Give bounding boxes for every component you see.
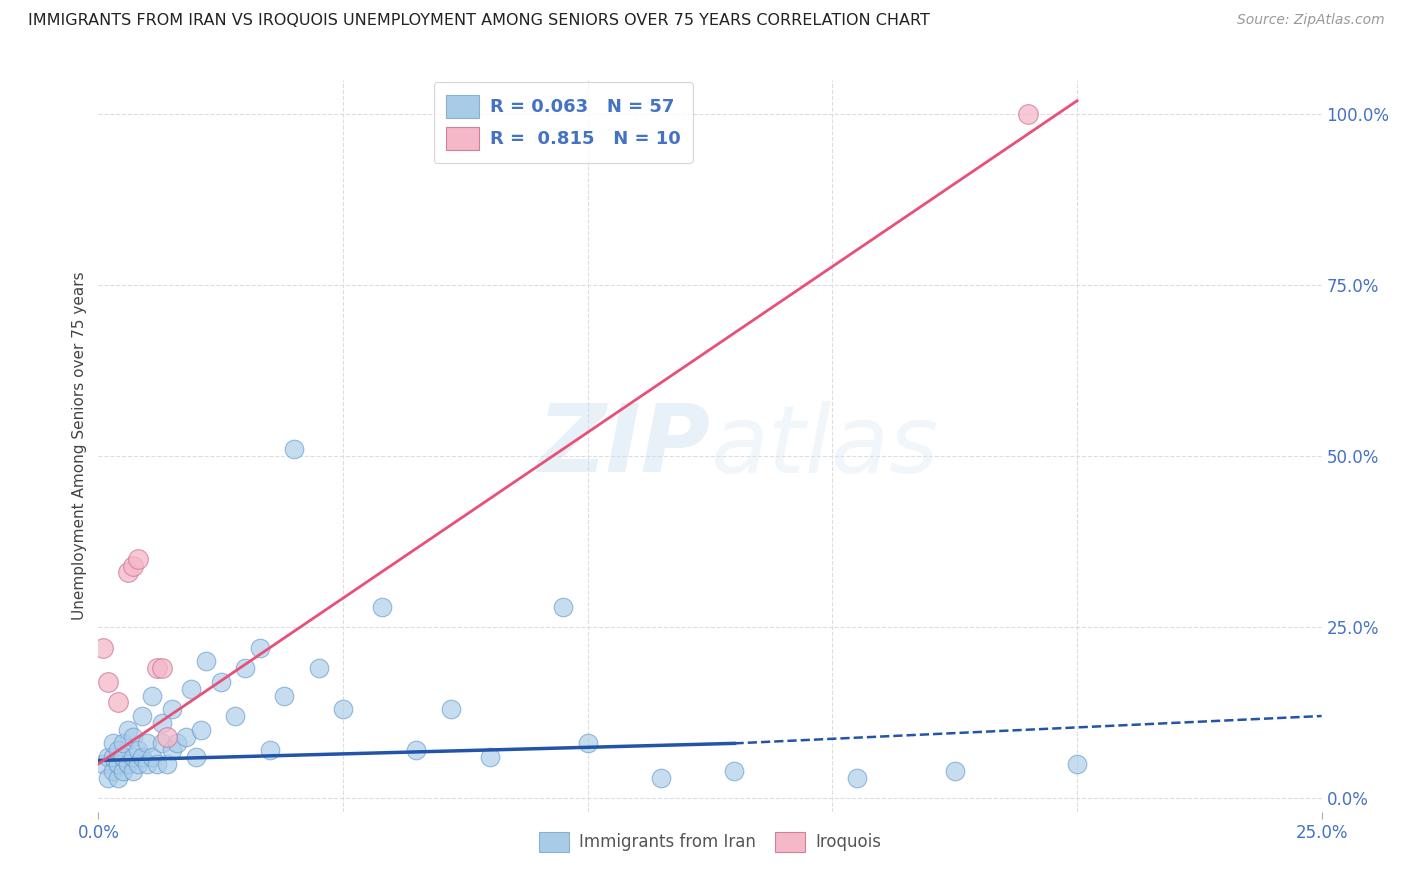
Point bbox=[553, 599, 575, 614]
Point bbox=[111, 736, 134, 750]
Point bbox=[97, 771, 120, 785]
Point bbox=[190, 723, 212, 737]
Point bbox=[249, 640, 271, 655]
Point bbox=[117, 723, 139, 737]
Point bbox=[576, 736, 599, 750]
Point bbox=[1066, 756, 1088, 771]
Point bbox=[91, 756, 114, 771]
Text: Source: ZipAtlas.com: Source: ZipAtlas.com bbox=[1237, 13, 1385, 28]
Point bbox=[150, 736, 173, 750]
Point bbox=[117, 566, 139, 580]
Point bbox=[136, 736, 159, 750]
Point bbox=[160, 702, 183, 716]
Point bbox=[127, 756, 149, 771]
Point bbox=[308, 661, 330, 675]
Point bbox=[283, 442, 305, 457]
Point bbox=[97, 674, 120, 689]
Point bbox=[141, 689, 163, 703]
Point bbox=[101, 764, 124, 778]
Point bbox=[1017, 107, 1039, 121]
Point bbox=[224, 709, 246, 723]
Y-axis label: Unemployment Among Seniors over 75 years: Unemployment Among Seniors over 75 years bbox=[72, 272, 87, 620]
Point bbox=[107, 771, 129, 785]
Point bbox=[91, 640, 114, 655]
Point bbox=[150, 715, 173, 730]
Point bbox=[146, 756, 169, 771]
Point bbox=[101, 736, 124, 750]
Point bbox=[180, 681, 202, 696]
Point bbox=[121, 730, 143, 744]
Point bbox=[111, 764, 134, 778]
Point bbox=[723, 764, 745, 778]
Text: ZIP: ZIP bbox=[537, 400, 710, 492]
Point bbox=[166, 736, 188, 750]
Point bbox=[160, 743, 183, 757]
Point bbox=[117, 756, 139, 771]
Text: atlas: atlas bbox=[710, 401, 938, 491]
Point bbox=[943, 764, 966, 778]
Point bbox=[101, 750, 124, 764]
Point bbox=[176, 730, 198, 744]
Point bbox=[107, 756, 129, 771]
Point bbox=[107, 695, 129, 709]
Point bbox=[650, 771, 672, 785]
Point bbox=[111, 750, 134, 764]
Point bbox=[150, 661, 173, 675]
Point bbox=[97, 750, 120, 764]
Point bbox=[127, 551, 149, 566]
Point bbox=[405, 743, 427, 757]
Point bbox=[131, 709, 153, 723]
Point bbox=[233, 661, 256, 675]
Point bbox=[186, 750, 208, 764]
Point bbox=[332, 702, 354, 716]
Point bbox=[845, 771, 868, 785]
Point bbox=[259, 743, 281, 757]
Legend: Immigrants from Iran, Iroquois: Immigrants from Iran, Iroquois bbox=[531, 826, 889, 858]
Point bbox=[440, 702, 463, 716]
Point bbox=[371, 599, 394, 614]
Point bbox=[273, 689, 295, 703]
Point bbox=[131, 750, 153, 764]
Point bbox=[121, 750, 143, 764]
Point bbox=[156, 730, 179, 744]
Point bbox=[121, 764, 143, 778]
Point bbox=[121, 558, 143, 573]
Text: IMMIGRANTS FROM IRAN VS IROQUOIS UNEMPLOYMENT AMONG SENIORS OVER 75 YEARS CORREL: IMMIGRANTS FROM IRAN VS IROQUOIS UNEMPLO… bbox=[28, 13, 929, 29]
Point bbox=[478, 750, 501, 764]
Point bbox=[136, 756, 159, 771]
Point bbox=[146, 661, 169, 675]
Point bbox=[156, 756, 179, 771]
Point bbox=[195, 654, 218, 668]
Point bbox=[209, 674, 232, 689]
Point bbox=[141, 750, 163, 764]
Point bbox=[127, 743, 149, 757]
Point bbox=[107, 743, 129, 757]
